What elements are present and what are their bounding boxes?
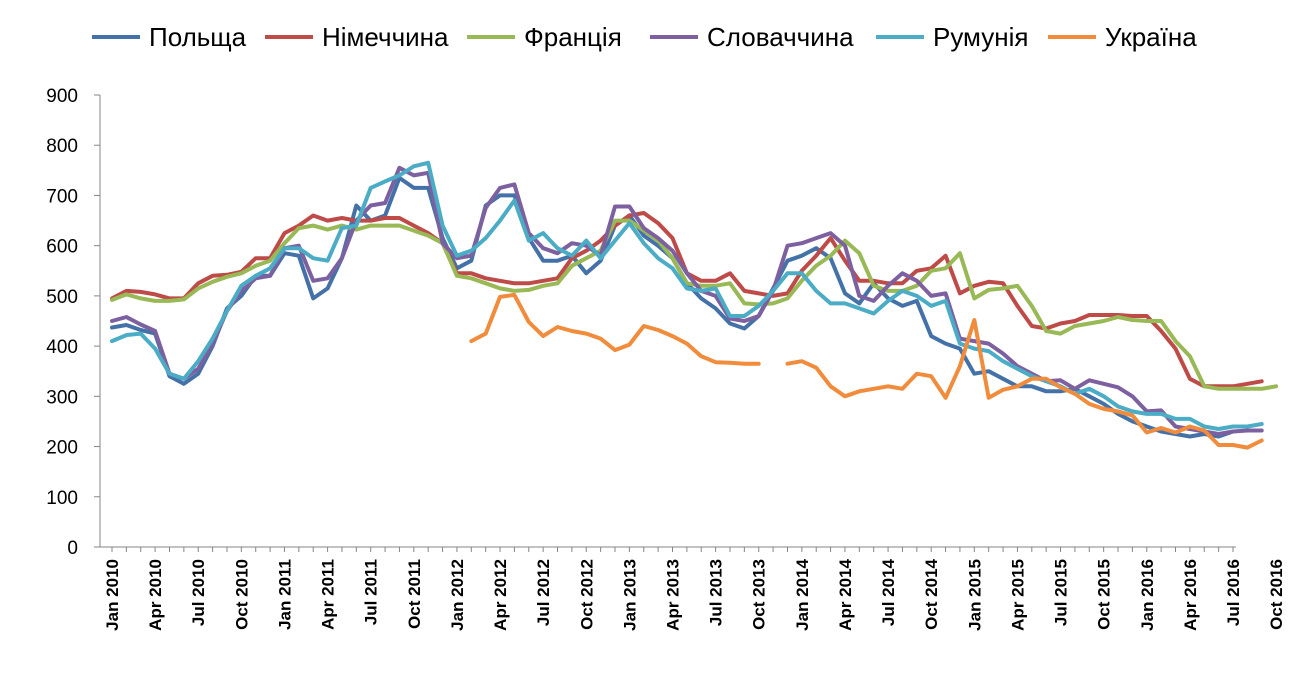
x-tick-label: Apr 2010 <box>146 559 165 631</box>
y-tick-label: 400 <box>46 337 78 358</box>
series-line-0 <box>110 175 1235 439</box>
x-tick-label: Oct 2013 <box>750 559 769 630</box>
x-tick-label: Apr 2013 <box>664 559 683 631</box>
x-tick-label: Jul 2014 <box>879 558 898 626</box>
y-tick-label: 900 <box>46 86 78 107</box>
x-tick-label: Oct 2010 <box>232 559 251 630</box>
series-line-5 <box>469 292 1264 450</box>
legend-item-4: Румунія <box>876 22 1028 52</box>
legend-item-3: Словаччина <box>650 22 854 52</box>
legend-label: Франція <box>524 22 622 52</box>
series-line-4 <box>110 160 1264 431</box>
x-tick-label: Jan 2011 <box>275 559 294 630</box>
x-tick-label: Apr 2011 <box>319 559 338 630</box>
y-tick-label: 500 <box>46 287 78 308</box>
legend-label: Румунія <box>933 22 1028 52</box>
x-tick-label: Jan 2013 <box>620 559 639 631</box>
legend-label: Польща <box>149 22 247 52</box>
x-tick-label: Jul 2013 <box>707 559 726 626</box>
legend-label: Україна <box>1105 22 1197 52</box>
x-axis: Jan 2010 Apr 2010 Jul 2010 Oct 2010 Jan 2011… <box>100 546 1286 631</box>
y-tick-label: 300 <box>46 387 78 408</box>
y-tick-label: 800 <box>46 136 78 157</box>
x-tick-label: Oct 2011 <box>405 559 424 629</box>
x-tick-label: Jan 2015 <box>965 559 984 631</box>
legend-item-5: Україна <box>1048 22 1197 52</box>
x-tick-label: Jul 2015 <box>1052 559 1071 626</box>
y-tick-label: 700 <box>46 186 78 207</box>
y-axis: 0 100 200 300 400 500 600 700 800 900 <box>46 86 101 559</box>
y-tick-label: 0 <box>67 538 78 559</box>
y-tick-label: 200 <box>46 438 78 459</box>
x-tick-label: Jul 2011 <box>362 559 381 625</box>
x-tick-label: Apr 2015 <box>1008 559 1027 631</box>
plot-area <box>110 160 1279 450</box>
legend-label: Словаччина <box>707 22 854 52</box>
x-tick-label: Jan 2014 <box>793 558 812 630</box>
x-tick-label: Jul 2016 <box>1224 559 1243 626</box>
x-tick-label: Jan 2016 <box>1138 559 1157 631</box>
x-tick-label: Jul 2010 <box>189 559 208 626</box>
legend-item-2: Франція <box>467 22 622 52</box>
legend-item-0: Польща <box>92 22 247 52</box>
x-tick-label: Jul 2012 <box>534 559 553 626</box>
y-tick-label: 600 <box>46 237 78 258</box>
x-tick-label: Oct 2012 <box>577 559 596 630</box>
y-tick-label: 100 <box>46 488 78 509</box>
x-tick-label: Oct 2014 <box>922 558 941 629</box>
x-tick-label: Oct 2016 <box>1267 559 1286 630</box>
x-tick-label: Apr 2016 <box>1181 559 1200 631</box>
series-line-1 <box>110 211 1264 389</box>
x-tick-label: Oct 2015 <box>1095 559 1114 630</box>
legend: Польща Німеччина Франція Словаччина Румунія У… <box>92 22 1197 52</box>
series-line-3 <box>110 165 1264 436</box>
legend-item-1: Німеччина <box>265 22 449 52</box>
legend-label: Німеччина <box>322 22 449 52</box>
x-tick-label: Apr 2014 <box>836 558 855 630</box>
x-tick-label: Apr 2012 <box>491 559 510 631</box>
x-tick-label: Jan 2012 <box>448 559 467 631</box>
x-tick-label: Jan 2010 <box>103 559 122 631</box>
